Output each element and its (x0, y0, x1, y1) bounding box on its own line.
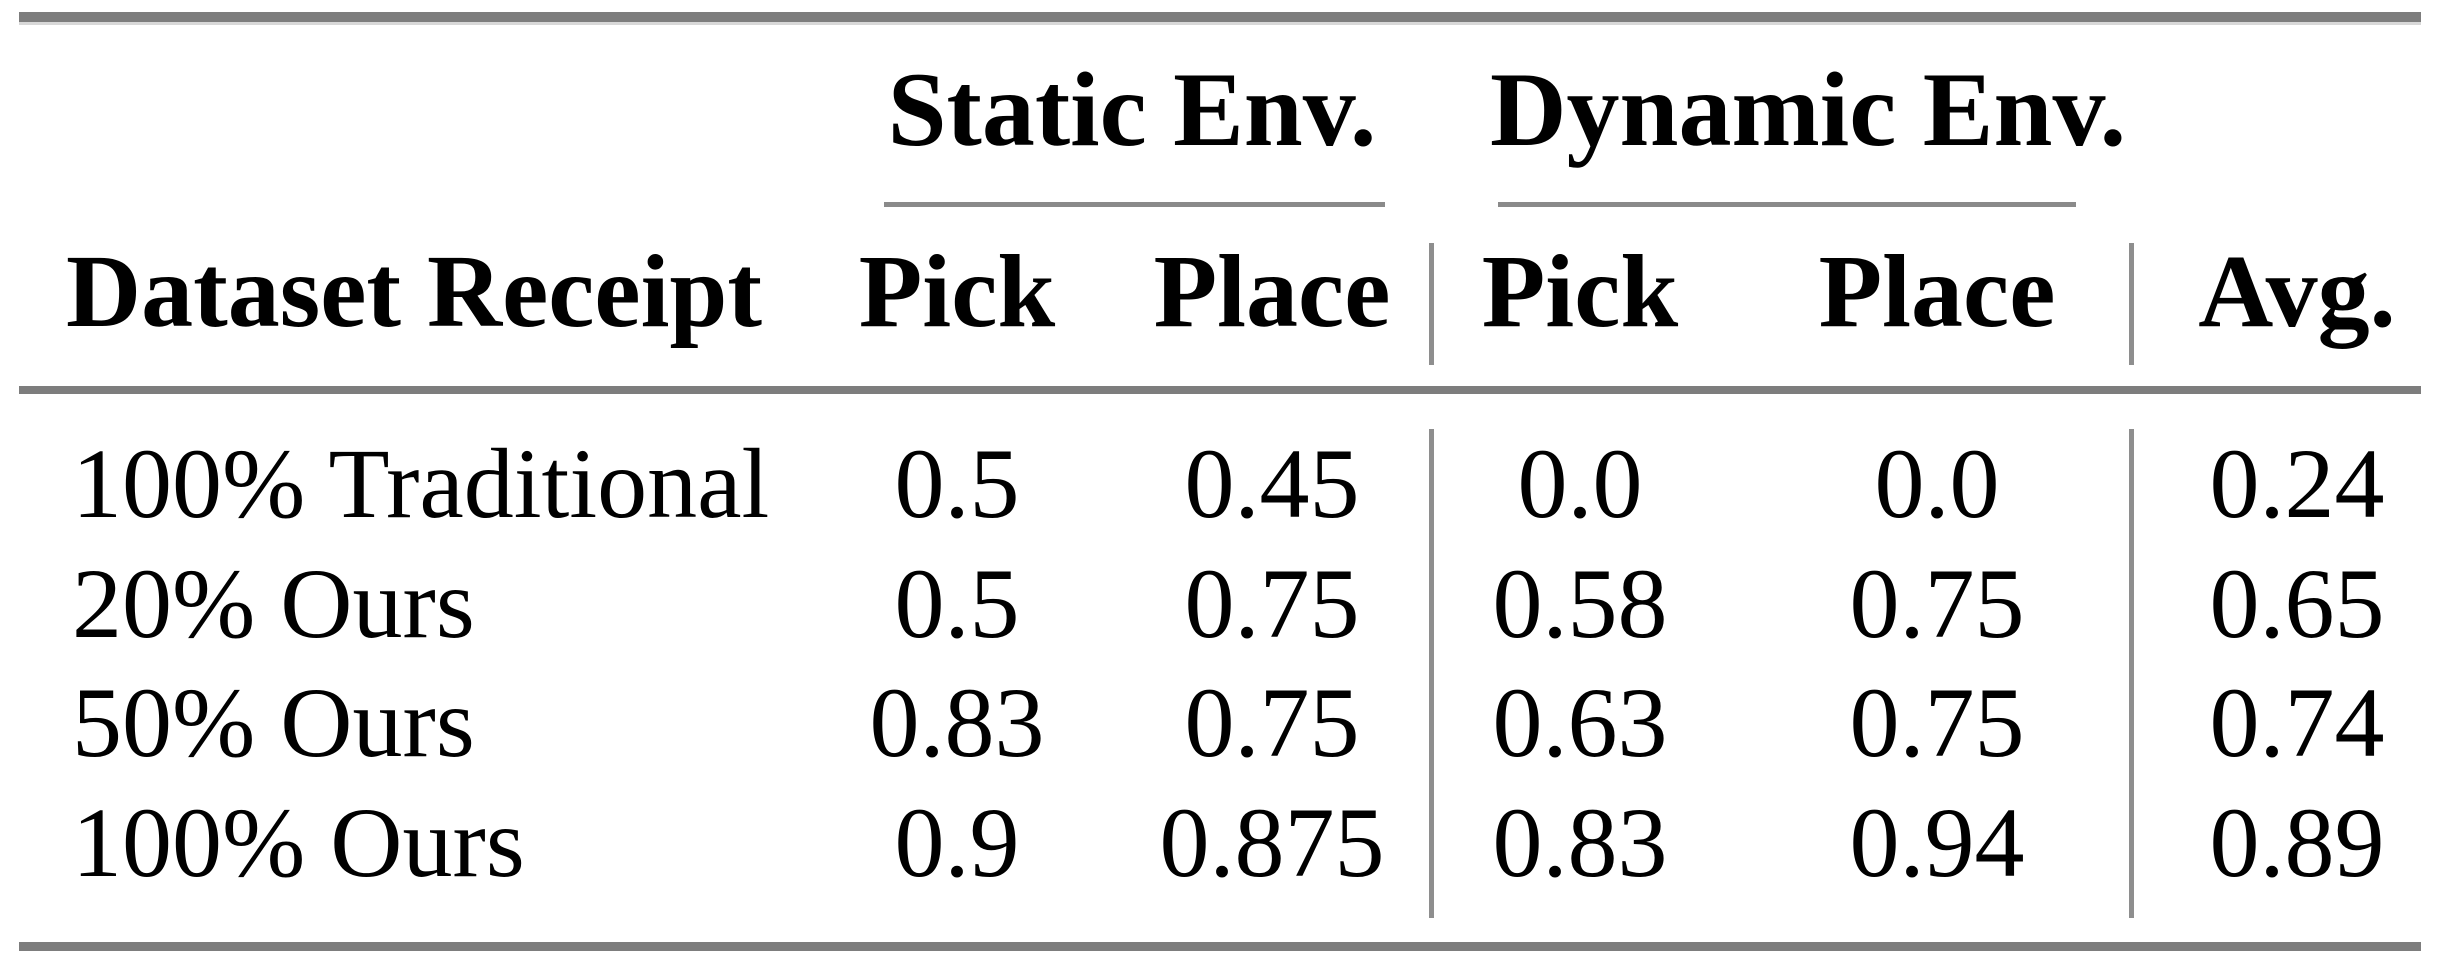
cell-dynamic-pick: 0.83 (1492, 787, 1668, 898)
cell-dynamic-pick: 0.63 (1492, 667, 1668, 778)
column-header-dynamic-pick: Pick (1481, 234, 1679, 349)
column-header-dynamic-place: Place (1818, 234, 2056, 349)
cell-static-place: 0.75 (1184, 667, 1360, 778)
column-header-static-place: Place (1153, 234, 1391, 349)
bottom-rule (19, 942, 2421, 951)
cell-avg: 0.74 (2209, 667, 2385, 778)
cell-dynamic-place: 0.0 (1874, 428, 2000, 539)
row-label: 50% Ours (72, 667, 475, 778)
dynamic-env-underline-rule (1498, 202, 2076, 207)
static-env-underline-rule (884, 202, 1385, 207)
cell-avg: 0.24 (2209, 428, 2385, 539)
column-header-avg: Avg. (2198, 234, 2396, 349)
vertical-separator-static-dynamic-header (1429, 243, 1434, 365)
cell-avg: 0.89 (2209, 787, 2385, 898)
group-header-static-env: Static Env. (887, 51, 1377, 168)
cell-static-pick: 0.83 (869, 667, 1045, 778)
vertical-separator-static-dynamic-body (1429, 429, 1434, 918)
column-header-static-pick: Pick (858, 234, 1056, 349)
column-header-dataset-receipt: Dataset Receipt (66, 234, 762, 349)
cell-dynamic-place: 0.94 (1849, 787, 2025, 898)
cell-avg: 0.65 (2209, 548, 2385, 659)
vertical-separator-dynamic-avg-body (2129, 429, 2134, 918)
row-label: 100% Traditional (72, 428, 770, 539)
vertical-separator-dynamic-avg-header (2129, 243, 2134, 365)
cell-static-place: 0.875 (1159, 787, 1385, 898)
cell-static-place: 0.45 (1184, 428, 1360, 539)
row-label: 100% Ours (72, 787, 525, 898)
cell-dynamic-pick: 0.0 (1517, 428, 1643, 539)
cell-dynamic-place: 0.75 (1849, 667, 2025, 778)
row-label: 20% Ours (72, 548, 475, 659)
cell-static-pick: 0.9 (894, 787, 1020, 898)
cell-static-pick: 0.5 (894, 548, 1020, 659)
cell-static-pick: 0.5 (894, 428, 1020, 539)
cell-dynamic-pick: 0.58 (1492, 548, 1668, 659)
header-body-rule (19, 386, 2421, 394)
cell-static-place: 0.75 (1184, 548, 1360, 659)
cell-dynamic-place: 0.75 (1849, 548, 2025, 659)
group-header-dynamic-env: Dynamic Env. (1490, 51, 2127, 168)
top-rule (19, 12, 2421, 25)
